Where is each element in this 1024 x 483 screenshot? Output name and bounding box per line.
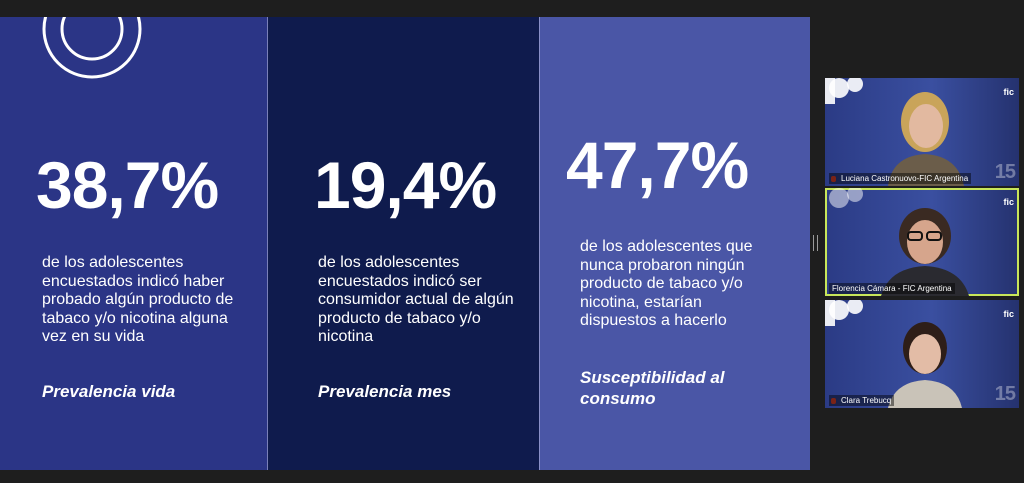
stat-panel-monthly: 19,4% de los adolescentes encuestados in… — [267, 17, 539, 470]
stat-description: de los adolescentes encuestados indicó s… — [318, 254, 514, 345]
muted-mic-icon — [831, 176, 836, 182]
anniversary-watermark: 15 — [994, 161, 1016, 183]
anniversary-watermark: 15 — [994, 383, 1016, 405]
stat-label: Prevalencia mes — [318, 382, 452, 401]
stat-label: Prevalencia vida — [42, 382, 176, 401]
brand-shape-decoration — [825, 300, 863, 326]
panel-resize-handle[interactable] — [813, 235, 818, 251]
stat-label: Susceptibilidad al consumo — [580, 368, 725, 408]
fic-logo: fic — [1003, 309, 1014, 319]
participant-name: Clara Trebucq — [829, 395, 895, 406]
brand-shape-decoration — [825, 78, 863, 104]
participant-video-feed — [888, 322, 962, 408]
participant-video-feed — [888, 92, 964, 186]
stat-description: de los adolescentes encuestados indicó h… — [42, 254, 234, 345]
stat-value: 19,4% — [314, 148, 497, 222]
stat-description: de los adolescentes que nunca probaron n… — [580, 238, 753, 329]
shared-slide: 38,7% de los adolescentes encuestados in… — [0, 17, 810, 470]
stat-value: 47,7% — [566, 128, 749, 202]
fic-logo: fic — [1003, 87, 1014, 97]
muted-mic-icon — [831, 398, 836, 404]
fic-logo: fic — [1003, 197, 1014, 207]
participant-tile[interactable]: fic 15 Clara Trebucq — [825, 300, 1019, 408]
stat-panel-susceptibility: 47,7% de los adolescentes que nunca prob… — [539, 17, 810, 470]
participant-video-feed — [881, 208, 969, 296]
participant-name: Luciana Castronuovo-FIC Argentina — [829, 173, 972, 184]
stat-panel-lifetime: 38,7% de los adolescentes encuestados in… — [0, 17, 267, 470]
concentric-rings-decoration — [42, 17, 142, 79]
participant-tile[interactable]: fic 15 Luciana Castronuovo-FIC Argentina — [825, 78, 1019, 186]
participant-tile-active-speaker[interactable]: fic Florencia Cámara - FIC Argentina — [825, 188, 1019, 296]
stat-value: 38,7% — [36, 148, 219, 222]
participant-name: Florencia Cámara - FIC Argentina — [829, 283, 955, 294]
brand-shape-decoration — [829, 188, 863, 208]
